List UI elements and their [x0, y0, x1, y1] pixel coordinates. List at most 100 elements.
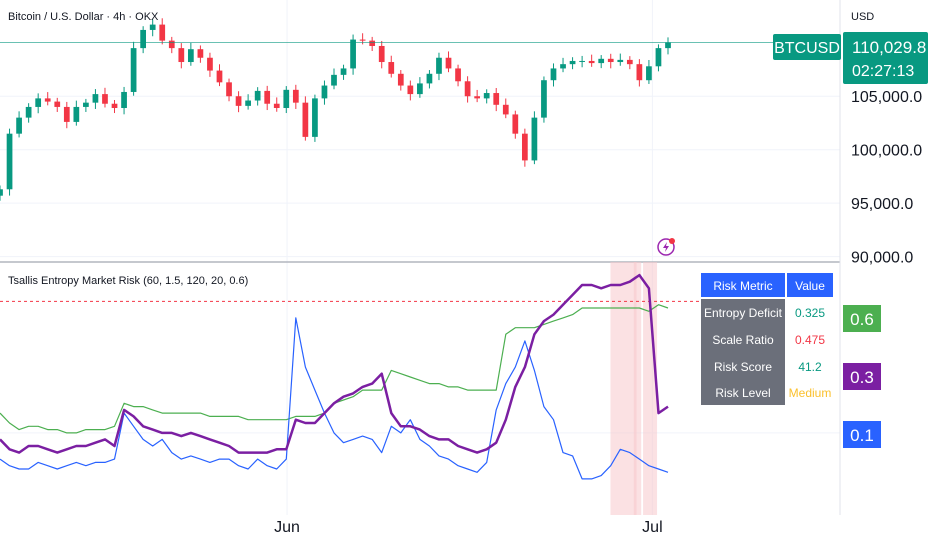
candle-body — [0, 189, 3, 196]
price-tick-label: 105,000.0 — [851, 89, 922, 106]
candle-body — [617, 59, 624, 63]
candle-body — [483, 93, 490, 99]
risk-table: Risk Metric Value Entropy Deficit 0.325 … — [701, 273, 833, 405]
candle-body — [493, 93, 500, 105]
candle-body — [388, 62, 395, 74]
risk-row-label: Entropy Deficit — [704, 306, 783, 320]
candle-body — [102, 94, 108, 104]
candle-body — [340, 68, 347, 75]
candle-body — [560, 64, 566, 69]
candle-body — [83, 102, 89, 107]
entropy-value-bg — [843, 421, 881, 448]
lightning-icon[interactable] — [657, 238, 675, 256]
candle-body — [626, 59, 633, 65]
time-axis-ticks: Jun Jul — [274, 519, 662, 536]
risk-row-label: Scale Ratio — [712, 333, 774, 347]
currency-label: USD — [851, 11, 874, 23]
risk-value-bg — [843, 363, 881, 390]
candle-body — [579, 60, 585, 62]
candle-body — [312, 98, 318, 137]
candle-body — [168, 40, 175, 49]
risk-shade — [610, 262, 637, 515]
price-pane-grid — [0, 0, 840, 515]
candle-body — [474, 96, 481, 99]
candle-body — [16, 117, 22, 134]
risk-table-header-value: Value — [795, 279, 825, 293]
symbol-tag-label: BTCUSD — [774, 40, 840, 57]
candle-body — [588, 60, 595, 64]
risk-shaded-regions — [610, 262, 658, 515]
candle-body — [331, 74, 337, 86]
candle-body — [569, 60, 576, 65]
candle-body — [302, 102, 309, 137]
candle-body — [417, 83, 423, 95]
candle-body — [216, 70, 223, 83]
candle-body — [665, 42, 671, 49]
risk-score-line — [0, 273, 669, 454]
candle-body — [378, 45, 385, 63]
candle-body — [607, 58, 614, 63]
candle-body — [159, 24, 166, 41]
candle-body — [245, 100, 251, 106]
entropy-line — [0, 317, 669, 480]
price-tag-countdown: 02:27:13 — [852, 63, 914, 80]
price-tick-label: 100,000.0 — [851, 143, 922, 160]
symbol-title: Bitcoin / U.S. Dollar · 4h · OKX — [8, 11, 159, 23]
candle-body — [44, 98, 51, 102]
candle-body — [273, 103, 280, 109]
indicator-series — [0, 273, 669, 480]
price-tick-label: 95,000.0 — [851, 196, 913, 213]
candle-body — [73, 106, 80, 122]
candle-body — [149, 24, 156, 30]
candle-body — [25, 106, 32, 118]
candle-body — [92, 94, 99, 103]
candle-body — [359, 39, 366, 41]
risk-value-label: 0.3 — [850, 368, 874, 387]
candle-body — [6, 133, 13, 190]
candle-body — [407, 85, 414, 95]
risk-row-value: 0.475 — [795, 333, 825, 347]
candle-body — [464, 81, 471, 97]
candle-body — [636, 64, 643, 81]
candle-body — [531, 117, 538, 161]
candle-body — [436, 57, 442, 74]
candle-body — [187, 49, 194, 63]
candlestick-series — [0, 18, 671, 201]
price-tag-bg — [843, 32, 928, 84]
candle-body — [397, 73, 404, 86]
candle-body — [321, 85, 328, 99]
entropy-value-label: 0.1 — [850, 426, 874, 445]
candle-body — [369, 40, 376, 46]
indicator-value-labels: 0.6 0.3 0.1 — [843, 305, 881, 448]
time-tick-label: Jun — [274, 519, 300, 536]
candle-body — [502, 104, 509, 115]
risk-row-value: Medium — [789, 386, 832, 400]
candle-body — [130, 48, 137, 92]
candle-body — [512, 114, 519, 134]
threshold-value-bg — [843, 305, 881, 332]
risk-table-header-metric: Risk Metric — [713, 279, 772, 293]
candle-body — [350, 39, 356, 69]
candle-body — [111, 103, 118, 109]
candle-body — [121, 91, 127, 109]
candle-body — [646, 66, 652, 81]
indicator-title: Tsallis Entropy Market Risk (60, 1.5, 12… — [8, 275, 248, 287]
threshold-value-label: 0.6 — [850, 310, 874, 329]
candle-body — [292, 89, 299, 103]
risk-table-body-metric-bg — [701, 299, 785, 405]
candle-body — [598, 58, 605, 64]
risk-table-header-metric-bg — [701, 273, 785, 297]
candle-body — [445, 57, 452, 69]
candle-body — [207, 57, 213, 71]
risk-shade — [643, 262, 658, 515]
risk-table-header-value-bg — [787, 273, 833, 297]
risk-row-value: 0.325 — [795, 306, 825, 320]
risk-row-value: 41.2 — [798, 360, 822, 374]
risk-shade — [633, 262, 642, 515]
candle-body — [35, 98, 42, 107]
notification-dot-icon — [669, 238, 675, 244]
price-tick-label: 90,000.0 — [851, 250, 913, 267]
risk-table-body-value-bg — [787, 299, 833, 405]
candle-body — [264, 90, 271, 104]
